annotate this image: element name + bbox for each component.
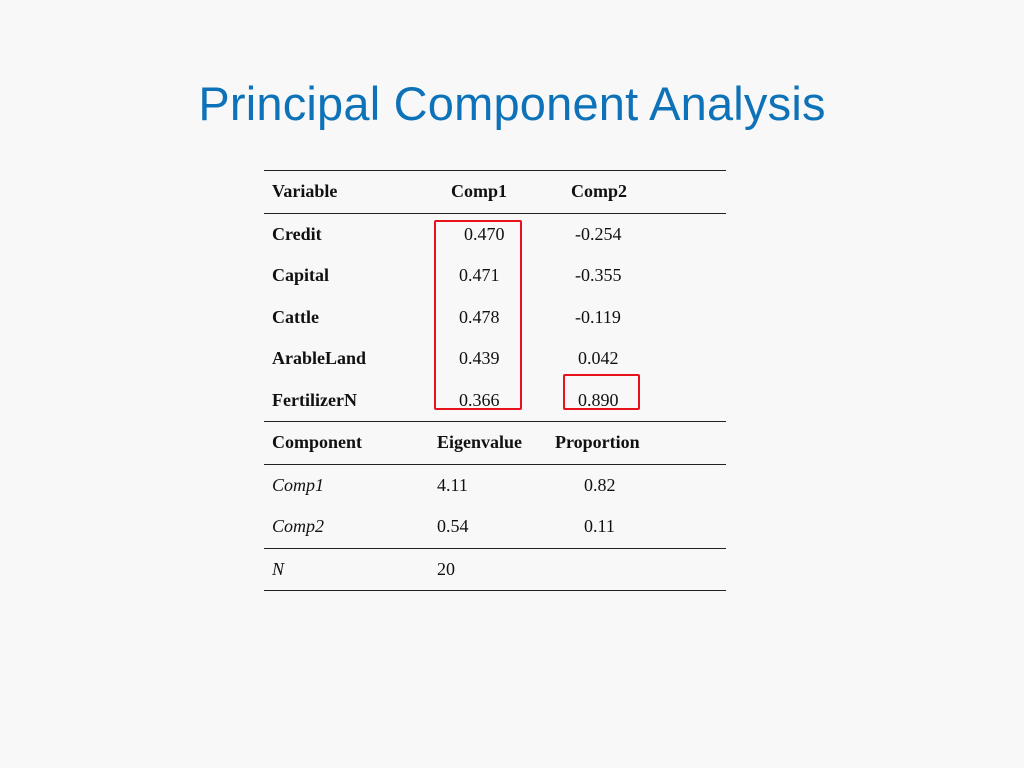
section-rule [264, 421, 726, 422]
header-comp2: Comp2 [571, 181, 628, 201]
row-eigenvalue: 0.54 [437, 516, 469, 536]
row-comp1: 0.470 [464, 223, 505, 244]
row-proportion: 0.11 [584, 516, 615, 536]
n-row: N 20 [264, 549, 726, 591]
table-row: FertilizerN 0.366 0.890 [264, 380, 726, 422]
table-row: Comp2 0.54 0.11 [264, 506, 726, 548]
eigen-header-rule [264, 463, 726, 465]
pca-table: Variable Comp1 Comp2 Credit 0.470 -0.254… [264, 170, 726, 591]
header-variable: Variable [272, 181, 338, 201]
row-comp2: -0.355 [575, 265, 622, 285]
row-comp2: 0.042 [578, 348, 619, 368]
header-rule [264, 212, 726, 214]
table-row: Comp1 4.11 0.82 [264, 465, 726, 507]
row-comp1: 0.366 [459, 389, 500, 410]
loadings-header-row: Variable Comp1 Comp2 [264, 171, 726, 213]
table-row: Capital 0.471 -0.355 [264, 255, 726, 297]
table-row: Credit 0.470 -0.254 [264, 214, 726, 256]
eigen-header-row: Component Eigenvalue Proportion [264, 422, 726, 464]
row-eigenvalue: 4.11 [437, 474, 468, 495]
comp1-highlight-box [434, 220, 522, 410]
header-component: Component [272, 432, 363, 452]
n-rule [264, 547, 726, 549]
slide-title: Principal Component Analysis [198, 77, 826, 130]
table-row: Cattle 0.478 -0.119 [264, 297, 726, 339]
table-top-rule [264, 170, 726, 171]
row-variable: Cattle [272, 306, 319, 327]
row-proportion: 0.82 [584, 474, 616, 495]
row-comp2: -0.254 [575, 223, 622, 244]
row-comp1: 0.471 [459, 265, 500, 285]
row-component: Comp1 [272, 474, 325, 495]
row-variable: Capital [272, 265, 330, 285]
table-bottom-rule [264, 590, 726, 591]
row-comp2: 0.890 [578, 389, 619, 410]
row-variable: FertilizerN [272, 389, 357, 410]
fertilizer-comp2-highlight-box [563, 374, 640, 410]
n-value: 20 [437, 558, 455, 579]
n-label: N [272, 558, 285, 579]
row-comp2: -0.119 [575, 306, 621, 327]
row-comp1: 0.478 [459, 306, 500, 327]
table-row: ArableLand 0.439 0.042 [264, 338, 726, 380]
header-eigenvalue: Eigenvalue [437, 432, 523, 452]
row-variable: Credit [272, 223, 322, 244]
row-component: Comp2 [272, 516, 325, 536]
row-variable: ArableLand [272, 348, 367, 368]
header-proportion: Proportion [555, 432, 640, 452]
header-comp1: Comp1 [451, 181, 508, 201]
row-comp1: 0.439 [459, 348, 500, 368]
